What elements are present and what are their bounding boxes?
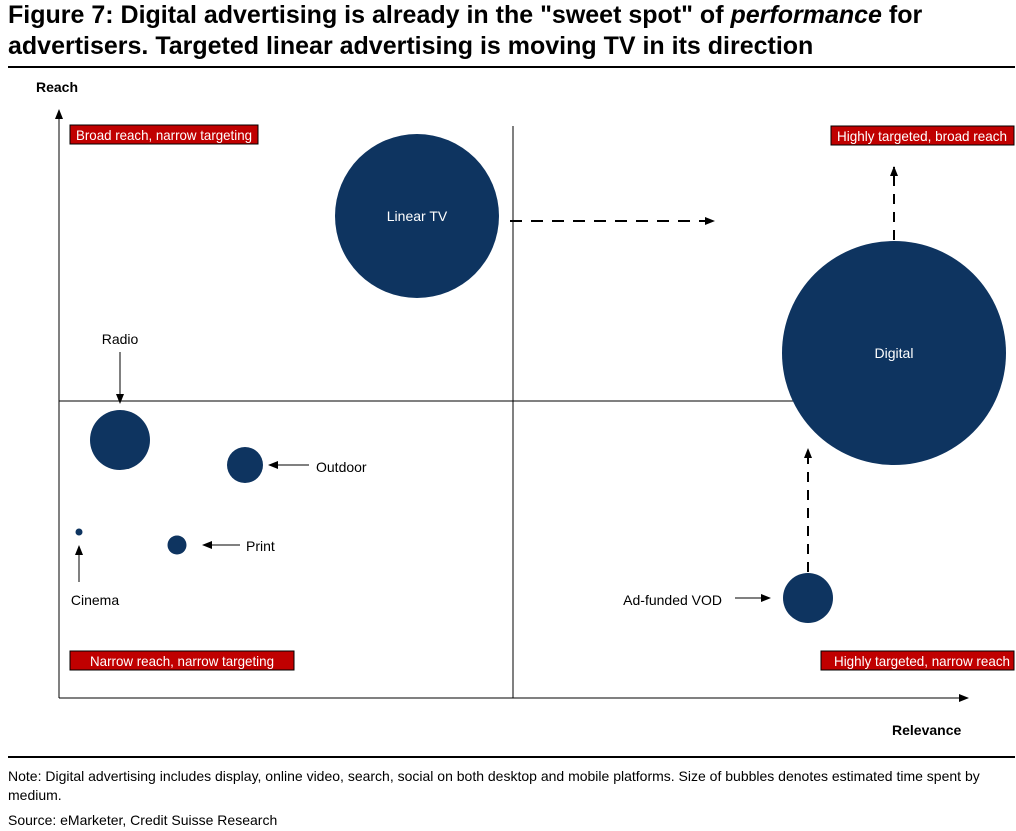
figure-title: Figure 7: Digital advertising is already… — [8, 0, 1013, 62]
bubble-cinema — [75, 528, 83, 536]
bubble-label-print: Print — [246, 538, 275, 554]
bubble-digital — [782, 241, 1006, 465]
bubble-chart: Reach Relevance Broad reach, narrow targ… — [36, 79, 1015, 738]
title-divider — [8, 66, 1015, 68]
x-axis-title: Relevance — [892, 722, 961, 738]
bubble-linear-tv — [335, 134, 499, 298]
figure-title-suffix: for advertisers. Targeted linear adverti… — [8, 1, 923, 60]
footer-divider — [8, 756, 1015, 758]
figure-title-prefix: Figure 7: Digital advertising is already… — [8, 1, 731, 29]
bubble-outdoor — [227, 447, 263, 483]
svg-text:Narrow reach, narrow targeting: Narrow reach, narrow targeting — [90, 653, 274, 669]
bubble-print — [167, 535, 187, 555]
bubble-ad-funded-vod — [783, 573, 833, 623]
figure-title-emphasis: performance — [730, 1, 882, 29]
bubble-label-ad-funded-vod: Ad-funded VOD — [623, 592, 722, 608]
svg-text:Highly targeted, broad reach: Highly targeted, broad reach — [837, 128, 1007, 144]
svg-text:Broad reach, narrow targeting: Broad reach, narrow targeting — [76, 127, 252, 143]
y-axis-title: Reach — [36, 79, 78, 95]
quadrant-label-top-right: Highly targeted, broad reach — [830, 125, 1015, 146]
quadrant-label-bottom-right: Highly targeted, narrow reach — [820, 650, 1015, 671]
bubble-label-outdoor: Outdoor — [316, 459, 367, 475]
quadrant-label-top-left: Broad reach, narrow targeting — [69, 124, 259, 145]
bubble-radio — [90, 410, 150, 470]
bubble-label-radio: Radio — [102, 331, 139, 347]
bubble-label-linear-tv: Linear TV — [387, 208, 448, 224]
svg-text:Highly targeted, narrow reach: Highly targeted, narrow reach — [834, 653, 1010, 669]
figure-note: Note: Digital advertising includes displ… — [8, 768, 980, 803]
bubble-label-digital: Digital — [875, 345, 914, 361]
bubble-label-cinema: Cinema — [71, 592, 119, 608]
figure-source: Source: eMarketer, Credit Suisse Researc… — [8, 812, 278, 828]
quadrant-label-bottom-left: Narrow reach, narrow targeting — [69, 650, 295, 671]
